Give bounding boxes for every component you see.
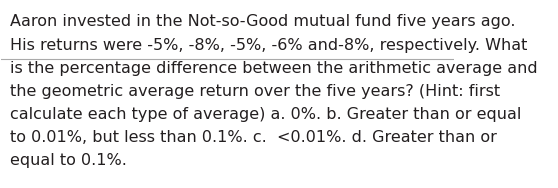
Text: His returns were -5%, -8%, -5%, -6% and-8%, respectively. What: His returns were -5%, -8%, -5%, -6% and-… — [9, 38, 527, 52]
Text: to 0.01%, but less than 0.1%. c.  <0.01%. d. Greater than or: to 0.01%, but less than 0.1%. c. <0.01%.… — [9, 130, 497, 145]
Text: equal to 0.1%.: equal to 0.1%. — [9, 153, 127, 168]
Text: calculate each type of average) a. 0%. b. Greater than or equal: calculate each type of average) a. 0%. b… — [9, 107, 521, 122]
Text: Aaron invested in the Not-so-Good mutual fund five years ago.: Aaron invested in the Not-so-Good mutual… — [9, 14, 515, 29]
Text: is the percentage difference between the arithmetic average and: is the percentage difference between the… — [9, 61, 537, 76]
Text: the geometric average return over the five years? (Hint: first: the geometric average return over the fi… — [9, 84, 499, 99]
